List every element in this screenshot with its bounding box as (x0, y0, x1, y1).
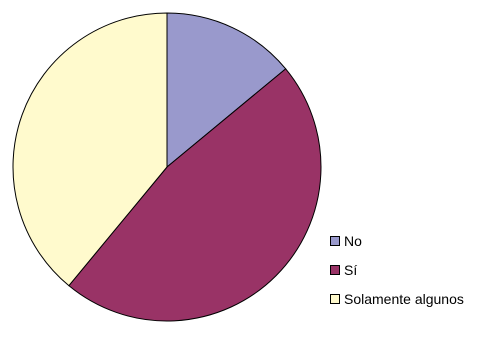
legend-item-solamente-algunos: Solamente algunos (330, 290, 464, 307)
legend-swatch-si (330, 264, 340, 275)
pie-slice-si (68, 68, 322, 322)
pie-slice-solamente-algunos (12, 12, 168, 287)
pie-slice-no (166, 12, 287, 168)
legend: No Sí Solamente algunos (330, 233, 464, 320)
legend-swatch-no (330, 235, 340, 246)
legend-label-si: Sí (344, 261, 358, 278)
legend-swatch-solamente-algunos (330, 293, 340, 304)
legend-item-no: No (330, 232, 464, 249)
legend-label-solamente-algunos: Solamente algunos (344, 290, 464, 307)
legend-item-si: Sí (330, 261, 464, 278)
pie-slices (12, 12, 322, 322)
legend-label-no: No (344, 232, 362, 249)
